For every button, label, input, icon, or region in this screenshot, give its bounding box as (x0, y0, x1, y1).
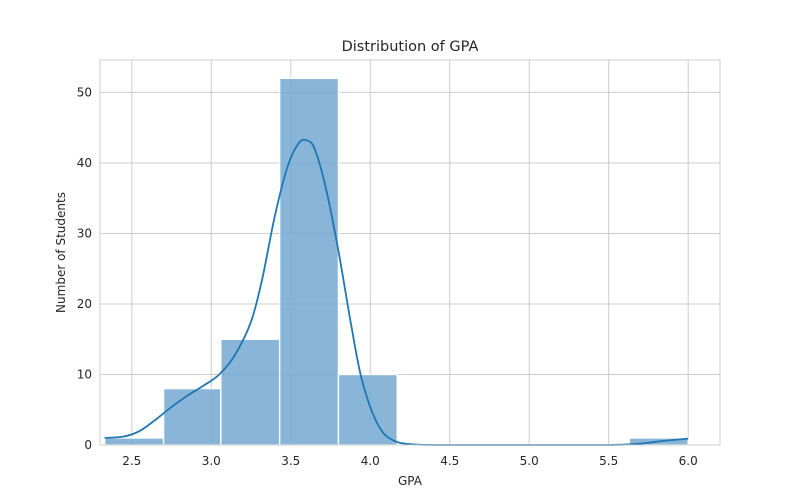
plot-area (100, 60, 720, 445)
y-tick-label-5: 50 (77, 85, 92, 99)
x-tick-label-5: 5.0 (520, 454, 539, 468)
y-tick-label-0: 0 (84, 438, 92, 452)
x-tick-label-4: 4.5 (440, 454, 459, 468)
histogram-bar-0 (104, 437, 165, 446)
x-axis-title: GPA (398, 474, 423, 488)
y-axis-title: Number of Students (54, 192, 68, 313)
y-tick-label-4: 40 (77, 156, 92, 170)
chart-title: Distribution of GPA (342, 39, 479, 55)
y-tick-label-3: 30 (77, 226, 92, 240)
x-tick-label-2: 3.5 (281, 454, 300, 468)
x-tick-label-3: 4.0 (361, 454, 380, 468)
x-tick-label-1: 3.0 (202, 454, 221, 468)
x-tick-label-7: 6.0 (679, 454, 698, 468)
x-tick-label-0: 2.5 (122, 454, 141, 468)
y-tick-label-2: 20 (77, 297, 92, 311)
x-axis-ticks: 2.5 3.0 3.5 4.0 4.5 5.0 5.5 6.0 (122, 454, 698, 468)
histogram-bar-4 (337, 373, 398, 446)
y-tick-label-1: 10 (77, 367, 92, 381)
histogram-bar-1 (162, 387, 222, 446)
plot-frame (99, 59, 721, 446)
histogram-bar-2 (220, 338, 281, 446)
histogram-bar-3 (278, 77, 340, 446)
y-axis-ticks: 0 10 20 30 40 50 (77, 85, 92, 452)
x-tick-label-6: 5.5 (599, 454, 618, 468)
